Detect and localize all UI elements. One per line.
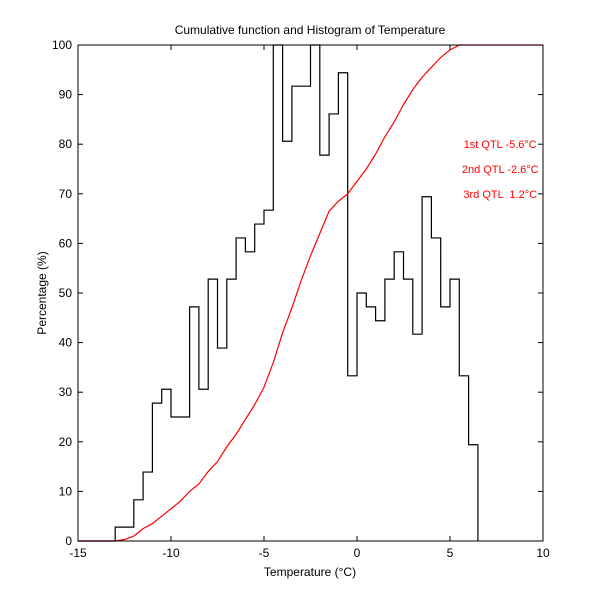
x-tick-label: -5 <box>259 546 270 560</box>
cumulative-layer <box>77 44 544 542</box>
y-tick-label: 10 <box>59 484 73 498</box>
y-tick-label: 40 <box>59 336 73 350</box>
histogram-bin <box>450 279 459 541</box>
histogram-bin <box>431 238 440 541</box>
histogram-bin <box>292 86 311 541</box>
histogram-bin <box>208 279 217 541</box>
x-tick-label: -10 <box>162 546 180 560</box>
y-tick-label: 90 <box>59 88 73 102</box>
histogram-bin <box>236 238 245 541</box>
histogram-bin <box>199 389 208 541</box>
histogram-bin <box>338 73 347 541</box>
histogram-bin <box>413 334 422 541</box>
y-tick-label: 30 <box>59 385 73 399</box>
histogram-bin <box>190 307 199 541</box>
y-tick-label: 100 <box>52 38 72 52</box>
x-tick-label: 5 <box>447 546 454 560</box>
histogram-bin <box>283 141 292 541</box>
histogram-bin <box>255 224 264 541</box>
quartile-annotation: 3rd QTL 1.2°C <box>463 189 537 201</box>
histogram-bin <box>404 279 413 541</box>
histogram-bin <box>459 376 468 541</box>
histogram-bin <box>376 321 385 541</box>
histogram-bin <box>366 307 375 541</box>
y-axis-title: Percentage (%) <box>35 251 49 334</box>
x-tick-label: 10 <box>536 546 550 560</box>
y-tick-label: 60 <box>59 236 73 250</box>
histogram-bin <box>143 472 152 541</box>
y-tick-label: 0 <box>65 534 72 548</box>
plot-area <box>78 45 543 541</box>
histogram-bin <box>162 389 171 541</box>
quartile-annotation: 1st QTL -5.6°C <box>464 139 537 151</box>
y-tick-label: 50 <box>59 286 73 300</box>
chart-title: Cumulative function and Histogram of Tem… <box>175 23 446 37</box>
histogram-bin <box>171 417 190 541</box>
histogram-bin <box>422 197 431 541</box>
histogram-bin <box>441 307 450 541</box>
annotation-layer: 1st QTL -5.6°C 2nd QTL -2.6°C 3rd QTL 1.2°… <box>462 139 539 201</box>
histogram-bin <box>357 293 366 541</box>
histogram-bin <box>218 348 227 541</box>
histogram-bin <box>469 445 478 541</box>
histogram-layer <box>78 44 479 542</box>
histogram-bin <box>273 45 282 541</box>
y-tick-label: 20 <box>59 435 73 449</box>
y-tick-label: 80 <box>59 137 73 151</box>
histogram-bin <box>329 114 338 541</box>
histogram-bin <box>227 279 236 541</box>
x-axis-title: Temperature (°C) <box>264 565 356 579</box>
x-tick-label: -15 <box>69 546 87 560</box>
y-tick-label: 70 <box>59 187 73 201</box>
histogram-bin <box>245 252 254 541</box>
histogram-bin <box>385 279 394 541</box>
histogram-bin <box>394 252 403 541</box>
quartile-annotation: 2nd QTL -2.6°C <box>462 164 539 176</box>
histogram-series <box>78 44 479 542</box>
histogram-bin <box>311 45 320 541</box>
x-tick-label: 0 <box>354 546 361 560</box>
histogram-bin <box>348 376 357 541</box>
